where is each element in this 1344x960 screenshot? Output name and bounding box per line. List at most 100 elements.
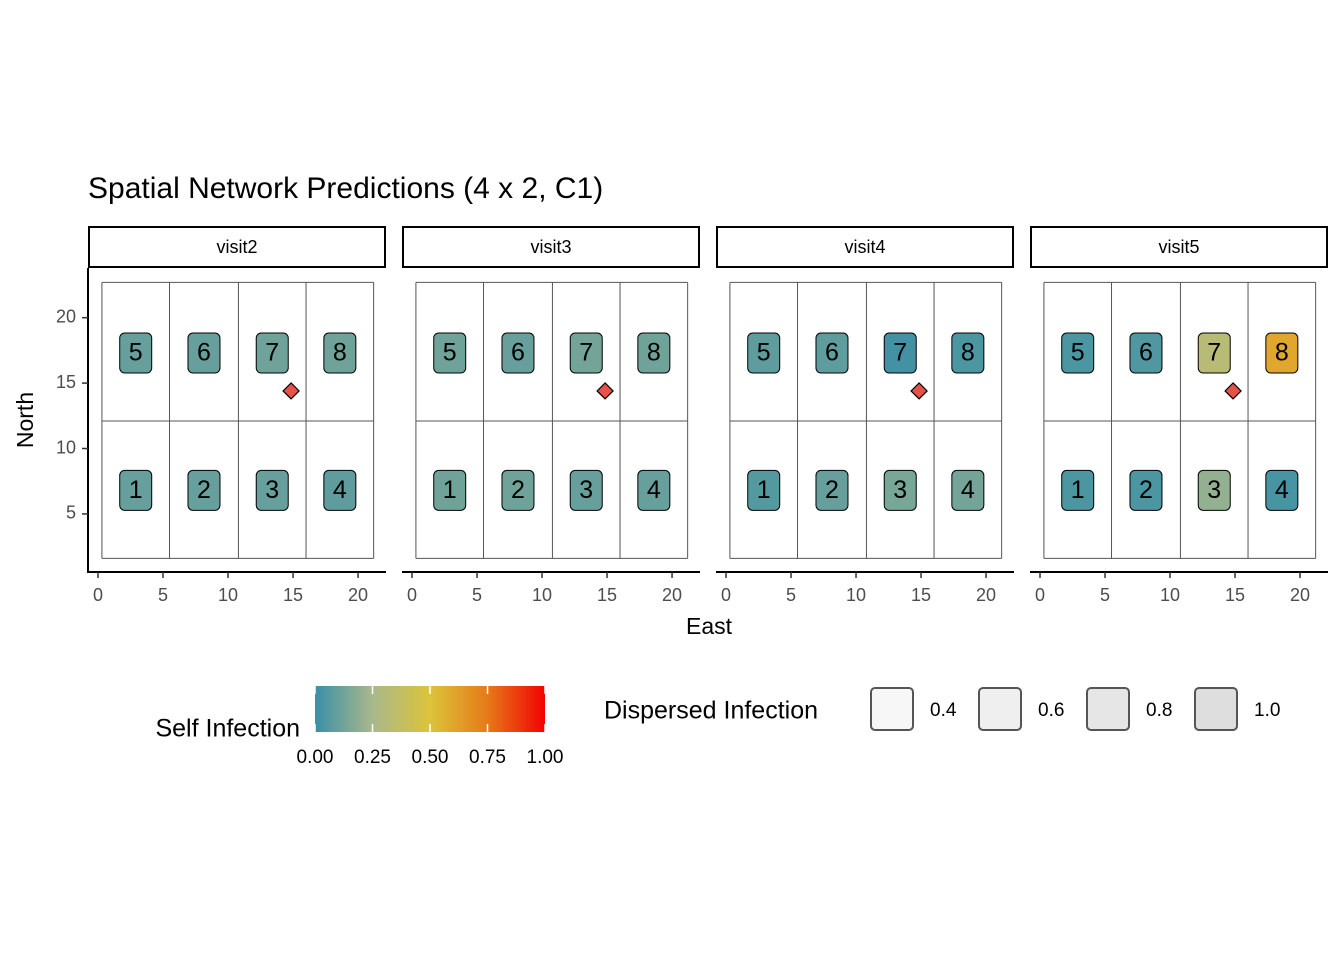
source-point: [596, 382, 614, 400]
cell-label-box: [323, 332, 357, 374]
cell-label-box: [1197, 332, 1231, 374]
cell-label-box: [255, 469, 289, 511]
legend-key: [978, 687, 1022, 731]
cell-label: 6: [511, 339, 525, 367]
cell-label: 7: [1207, 339, 1221, 367]
x-tick-label: 15: [597, 585, 617, 605]
source-point: [282, 382, 300, 400]
cell-label-box: [119, 469, 153, 511]
cell-label-box: [747, 332, 781, 374]
cell-label: 5: [1071, 339, 1085, 367]
x-tick-label: 20: [1290, 585, 1310, 605]
x-tick-label: 10: [846, 585, 866, 605]
x-tick-label: 5: [472, 585, 482, 605]
x-tick-label: 0: [93, 585, 103, 605]
cell-label-box: [433, 332, 467, 374]
cell-label-box: [951, 332, 985, 374]
legend-label: 1.0: [1254, 700, 1280, 721]
cell-label-box: [815, 469, 849, 511]
cell-label-box: [1265, 332, 1299, 374]
cell-label: 6: [825, 339, 839, 367]
legend-label: 0.8: [1146, 700, 1172, 721]
source-point: [910, 382, 928, 400]
cell-label-box: [883, 469, 917, 511]
x-tick-label: 15: [911, 585, 931, 605]
legend-key: [1086, 687, 1130, 731]
cell-label: 4: [647, 476, 661, 504]
cell-label-box: [433, 469, 467, 511]
cell-label: 2: [511, 476, 525, 504]
cell-label: 7: [265, 339, 279, 367]
cell-label-box: [1265, 469, 1299, 511]
legend-key: [870, 687, 914, 731]
cell-label-box: [569, 469, 603, 511]
strip-label: visit2: [216, 237, 257, 257]
legend-tick-label: 0.25: [354, 747, 391, 768]
cell-label-box: [815, 332, 849, 374]
cell-label: 5: [129, 339, 143, 367]
legend-title: Self Infection: [155, 715, 300, 743]
cell-label: 7: [579, 339, 593, 367]
cell-label: 2: [1139, 476, 1153, 504]
x-tick-label: 0: [1035, 585, 1045, 605]
legend-label: 0.6: [1038, 700, 1064, 721]
x-tick-label: 20: [348, 585, 368, 605]
cell-label: 8: [961, 339, 975, 367]
x-tick-label: 5: [158, 585, 168, 605]
cell-label: 8: [1275, 339, 1289, 367]
legend-title: Dispersed Infection: [604, 697, 818, 725]
cell-label: 1: [1071, 476, 1085, 504]
legend-tick-label: 0.00: [297, 747, 334, 768]
cell-label-box: [569, 332, 603, 374]
cell-label-box: [637, 469, 671, 511]
cell-label-box: [1061, 469, 1095, 511]
cell-label: 8: [647, 339, 661, 367]
cell-label: 1: [757, 476, 771, 504]
cell-label-box: [1129, 469, 1163, 511]
x-tick-label: 5: [1100, 585, 1110, 605]
x-tick-label: 0: [407, 585, 417, 605]
cell-label-box: [637, 332, 671, 374]
x-tick-label: 10: [218, 585, 238, 605]
cell-label-box: [187, 332, 221, 374]
cell-label: 5: [443, 339, 457, 367]
cell-label: 4: [333, 476, 347, 504]
cell-label: 3: [265, 476, 279, 504]
x-tick-label: 5: [786, 585, 796, 605]
x-tick-label: 15: [283, 585, 303, 605]
strip: [88, 226, 386, 268]
cell-label-box: [1061, 332, 1095, 374]
cell-label-box: [951, 469, 985, 511]
cell-label: 1: [443, 476, 457, 504]
cell-label-box: [323, 469, 357, 511]
y-tick-label: 20: [56, 306, 76, 326]
x-tick-label: 20: [976, 585, 996, 605]
x-axis-title: East: [686, 613, 733, 639]
y-tick-label: 5: [66, 503, 76, 523]
strip-label: visit5: [1158, 237, 1199, 257]
cell-label: 4: [1275, 476, 1289, 504]
cell-label-box: [187, 469, 221, 511]
cell-label: 7: [893, 339, 907, 367]
strip: [402, 226, 700, 268]
cell-label: 4: [961, 476, 975, 504]
x-tick-label: 10: [1160, 585, 1180, 605]
cell-label: 3: [1207, 476, 1221, 504]
legend-tick-label: 0.50: [412, 747, 449, 768]
legend-key: [1194, 687, 1238, 731]
cell-label: 3: [893, 476, 907, 504]
cell-label: 3: [579, 476, 593, 504]
cell-label: 2: [197, 476, 211, 504]
cell-label: 1: [129, 476, 143, 504]
cell-label-box: [119, 332, 153, 374]
cell-label-box: [501, 469, 535, 511]
legend-tick-label: 0.75: [469, 747, 506, 768]
x-tick-label: 0: [721, 585, 731, 605]
chart-title: Spatial Network Predictions (4 x 2, C1): [88, 172, 603, 205]
legend-label: 0.4: [930, 700, 957, 721]
cell-label: 6: [1139, 339, 1153, 367]
strip: [1030, 226, 1328, 268]
strip-label: visit4: [844, 237, 885, 257]
cell-label: 2: [825, 476, 839, 504]
y-tick-label: 10: [56, 437, 76, 457]
